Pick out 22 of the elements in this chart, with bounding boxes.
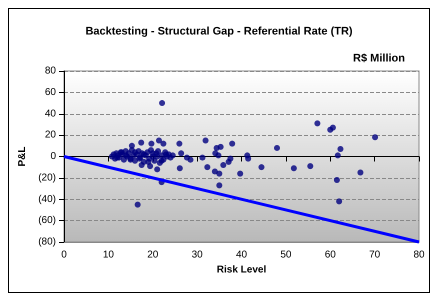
y-tick-label: 0 [50, 151, 56, 162]
x-tick-label: 60 [324, 250, 336, 260]
x-tick-label: 10 [102, 250, 114, 260]
y-tick-label: 80 [44, 66, 56, 76]
x-tick-label: 70 [369, 250, 381, 260]
y-axis-title: P&L [16, 146, 28, 166]
y-tick-label: (80) [38, 236, 56, 248]
x-axis-title: Risk Level [216, 264, 266, 276]
x-tick-label: 20 [147, 250, 159, 260]
x-tick-label: 30 [192, 250, 204, 260]
y-tick-label: (20) [38, 172, 56, 184]
text: R$ Million [353, 52, 406, 64]
y-tick-label: 40 [44, 108, 56, 120]
y-tick-label: (60) [38, 215, 56, 226]
x-tick-label: 80 [413, 250, 425, 260]
x-tick-label: 0 [61, 250, 68, 260]
y-tick-label: 20 [44, 130, 56, 141]
x-tick-label: 50 [280, 250, 292, 260]
y-tick-label: 60 [44, 86, 56, 98]
y-tick-label: (40) [38, 194, 56, 205]
chart-title: Backtesting - Structural Gap - Referential Rate (TR) [85, 26, 353, 38]
x-tick-label: 40 [236, 250, 248, 260]
